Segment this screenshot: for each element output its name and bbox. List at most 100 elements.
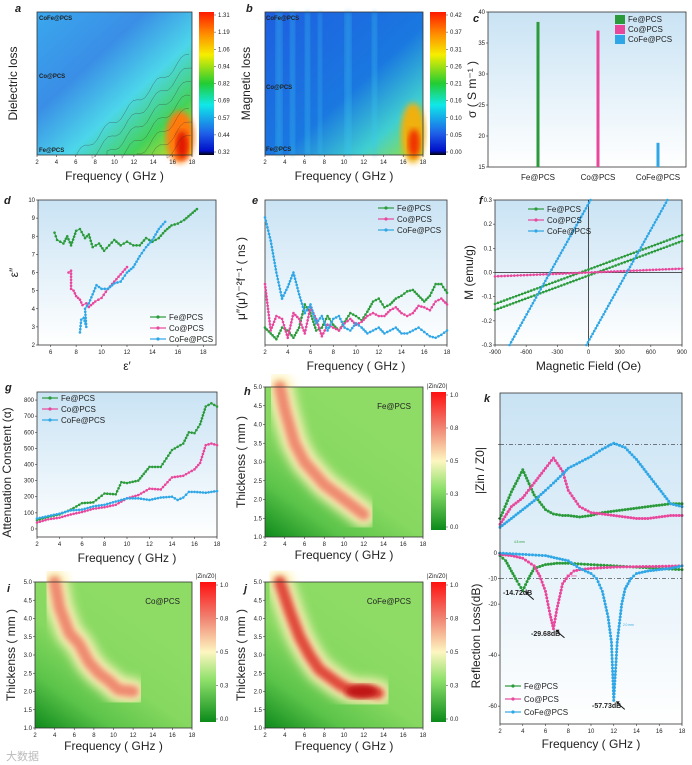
data-point [89, 508, 92, 511]
data-point [144, 245, 148, 249]
data-point [381, 303, 384, 306]
data-point [547, 461, 551, 465]
data-point [569, 465, 573, 469]
colorbar-title: |Zin/Z0| [196, 574, 217, 580]
data-point [649, 504, 653, 508]
data-point [608, 631, 612, 635]
data-point [602, 313, 605, 316]
data-point [357, 324, 361, 327]
data-point [617, 257, 620, 260]
data-point [201, 414, 205, 417]
x-tick-label: 8 [74, 350, 78, 356]
data-point [111, 501, 115, 504]
data-point [294, 280, 298, 284]
data-point [630, 262, 633, 266]
data-point [515, 555, 519, 559]
data-point [86, 509, 89, 512]
data-point [556, 604, 560, 608]
data-point [557, 285, 560, 288]
data-point [268, 319, 271, 323]
y-tick-label: 2.0 [254, 690, 263, 696]
data-point [103, 505, 106, 509]
data-point [524, 583, 528, 587]
x-tick-label: 18 [420, 542, 427, 548]
data-point [632, 507, 636, 511]
data-point [645, 234, 649, 238]
data-point [657, 503, 661, 507]
data-point [612, 698, 616, 702]
data-point [561, 272, 565, 275]
data-point [441, 285, 445, 289]
data-point [563, 479, 567, 483]
x-tick-label: 10 [124, 542, 131, 548]
data-point [54, 234, 58, 238]
data-point [540, 471, 544, 475]
x-tick-label: 14 [380, 160, 387, 166]
data-point [550, 268, 553, 272]
data-point [92, 289, 96, 293]
data-point [665, 497, 669, 501]
data-point [145, 498, 148, 501]
data-point [526, 296, 530, 300]
data-point [370, 302, 373, 306]
data-point [610, 653, 614, 657]
data-point [613, 669, 617, 673]
data-point [609, 270, 613, 273]
data-point [515, 579, 519, 583]
x-axis-label: ε′ [123, 359, 131, 373]
data-point [272, 320, 276, 324]
data-point [82, 233, 85, 237]
data-point [121, 277, 125, 280]
data-point [312, 312, 315, 316]
data-point [294, 313, 297, 317]
series-CoFe@PCS [35, 489, 219, 520]
x-tick-label: 14 [380, 733, 387, 739]
data-point [609, 637, 613, 641]
data-point [268, 323, 272, 326]
data-point [394, 326, 398, 329]
data-point [677, 267, 681, 271]
data-point [134, 479, 137, 483]
data-point [77, 503, 81, 507]
series-Fe@PCS [498, 468, 684, 520]
data-point [550, 621, 554, 625]
data-point [654, 568, 658, 572]
data-point [275, 274, 279, 278]
data-point [511, 301, 515, 305]
data-point [511, 487, 515, 491]
data-point [287, 333, 290, 336]
data-point [266, 307, 270, 311]
data-point [270, 326, 274, 329]
data-point [654, 504, 658, 508]
data-point [662, 246, 666, 250]
x-tick-label: 12 [375, 350, 382, 356]
data-point [97, 506, 101, 510]
data-point [541, 290, 545, 294]
data-point [610, 647, 614, 651]
data-point [134, 494, 137, 498]
data-point [318, 317, 322, 320]
data-point [61, 511, 64, 515]
data-point [538, 474, 542, 478]
heatmap-stripe [305, 12, 310, 155]
data-point [534, 553, 538, 557]
data-point [523, 291, 527, 295]
data-point [148, 465, 151, 469]
data-point [368, 313, 372, 316]
data-point [532, 499, 536, 503]
data-point [267, 313, 271, 317]
data-point [619, 605, 623, 609]
data-point [641, 565, 645, 569]
x-tick-label: 18 [679, 729, 686, 735]
data-point [552, 624, 556, 628]
data-point [173, 475, 177, 479]
heatmap-stripe [372, 12, 377, 155]
data-point [103, 287, 107, 291]
data-point [595, 577, 599, 581]
x-tick-label: 6 [74, 160, 78, 166]
x-tick-label: 8 [92, 733, 96, 739]
data-point [83, 307, 87, 311]
data-point [421, 298, 424, 301]
data-point [287, 330, 291, 333]
